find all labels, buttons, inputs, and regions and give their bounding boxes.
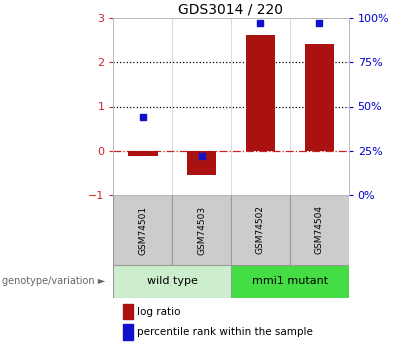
- Text: percentile rank within the sample: percentile rank within the sample: [137, 327, 313, 337]
- Point: [257, 21, 264, 26]
- Text: GSM74502: GSM74502: [256, 206, 265, 255]
- Bar: [123, 304, 134, 319]
- Bar: [113, 265, 231, 298]
- Text: GSM74501: GSM74501: [138, 205, 147, 255]
- Text: mmi1 mutant: mmi1 mutant: [252, 276, 328, 286]
- Text: log ratio: log ratio: [137, 307, 181, 317]
- Bar: [123, 324, 134, 339]
- Text: GSM74503: GSM74503: [197, 205, 206, 255]
- Bar: [128, 151, 158, 156]
- Point: [198, 153, 205, 159]
- Text: GSM74504: GSM74504: [315, 206, 324, 255]
- Bar: [113, 195, 172, 265]
- Bar: [231, 265, 349, 298]
- Bar: [246, 35, 275, 151]
- Text: genotype/variation ►: genotype/variation ►: [2, 276, 105, 286]
- Text: wild type: wild type: [147, 276, 198, 286]
- Bar: [172, 195, 231, 265]
- Bar: [304, 44, 334, 151]
- Point: [316, 21, 323, 26]
- Point: [139, 114, 146, 120]
- Title: GDS3014 / 220: GDS3014 / 220: [178, 3, 284, 17]
- Bar: [290, 195, 349, 265]
- Bar: [231, 195, 290, 265]
- Bar: [187, 151, 216, 175]
